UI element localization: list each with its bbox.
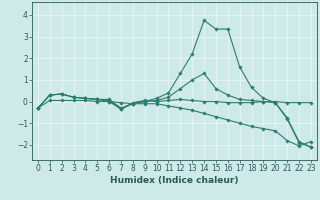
X-axis label: Humidex (Indice chaleur): Humidex (Indice chaleur) [110, 176, 239, 185]
